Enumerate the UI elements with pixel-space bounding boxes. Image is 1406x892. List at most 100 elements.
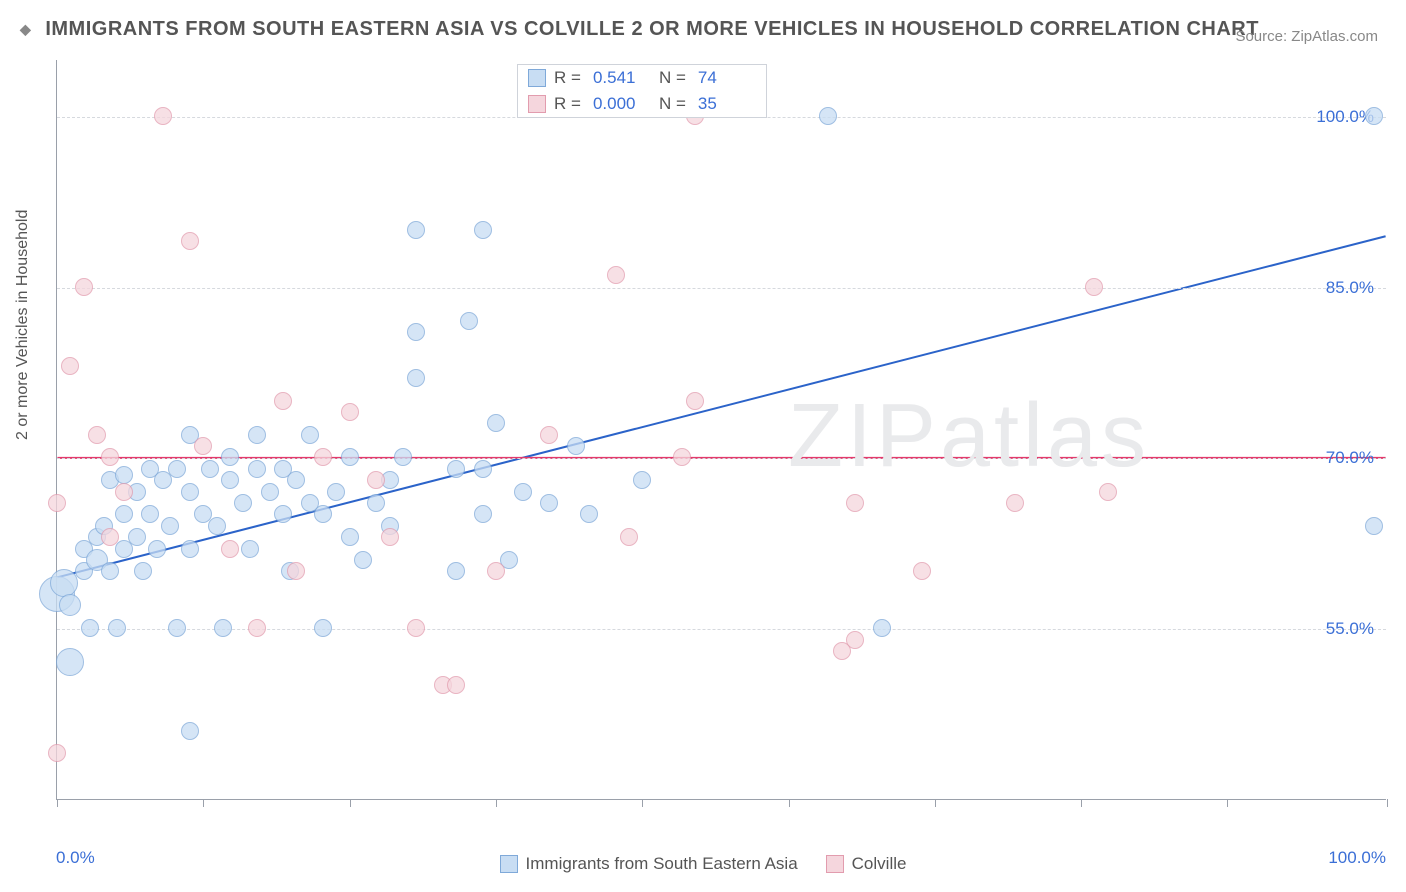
point-immigrants — [128, 528, 146, 546]
point-colville — [181, 232, 199, 250]
point-colville — [88, 426, 106, 444]
y-tick-label: 70.0% — [1326, 448, 1374, 468]
point-immigrants — [214, 619, 232, 637]
legend-swatch-icon — [826, 855, 844, 873]
point-colville — [846, 631, 864, 649]
x-tick — [935, 799, 936, 807]
point-immigrants — [248, 460, 266, 478]
point-colville — [274, 392, 292, 410]
point-colville — [221, 540, 239, 558]
point-immigrants — [248, 426, 266, 444]
point-immigrants — [819, 107, 837, 125]
point-immigrants — [181, 483, 199, 501]
legend-swatch-icon — [528, 69, 546, 87]
point-immigrants — [301, 426, 319, 444]
point-immigrants — [407, 369, 425, 387]
point-immigrants — [101, 562, 119, 580]
x-tick — [642, 799, 643, 807]
point-colville — [75, 278, 93, 296]
point-colville — [48, 494, 66, 512]
point-colville — [48, 744, 66, 762]
point-immigrants — [474, 505, 492, 523]
chart-title-text: IMMIGRANTS FROM SOUTH EASTERN ASIA VS CO… — [45, 18, 1259, 40]
x-tick — [789, 799, 790, 807]
point-immigrants — [148, 540, 166, 558]
x-tick — [203, 799, 204, 807]
series-legend-item-colville: Colville — [826, 854, 907, 874]
point-immigrants — [633, 471, 651, 489]
point-immigrants — [540, 494, 558, 512]
point-colville — [154, 107, 172, 125]
point-immigrants — [161, 517, 179, 535]
legend-row-immigrants: R =0.541N =74 — [518, 65, 766, 91]
legend-r-label: R = — [554, 94, 581, 114]
point-immigrants — [274, 505, 292, 523]
point-colville — [61, 357, 79, 375]
point-colville — [248, 619, 266, 637]
point-immigrants — [181, 540, 199, 558]
point-immigrants — [81, 619, 99, 637]
point-colville — [487, 562, 505, 580]
point-immigrants — [567, 437, 585, 455]
point-colville — [101, 448, 119, 466]
point-colville — [314, 448, 332, 466]
point-colville — [913, 562, 931, 580]
point-colville — [194, 437, 212, 455]
point-immigrants — [108, 619, 126, 637]
point-immigrants — [287, 471, 305, 489]
y-axis-label: 2 or more Vehicles in Household — [14, 210, 32, 440]
point-immigrants — [168, 619, 186, 637]
series-legend-item-immigrants: Immigrants from South Eastern Asia — [500, 854, 798, 874]
x-tick — [496, 799, 497, 807]
y-tick-label: 85.0% — [1326, 278, 1374, 298]
point-immigrants — [241, 540, 259, 558]
point-immigrants — [141, 505, 159, 523]
legend-r-value: 0.000 — [593, 94, 651, 114]
x-tick — [1387, 799, 1388, 807]
point-immigrants — [181, 722, 199, 740]
legend-row-colville: R = 0.000 N = 35 — [518, 91, 766, 117]
point-immigrants — [367, 494, 385, 512]
point-colville — [620, 528, 638, 546]
point-immigrants — [474, 460, 492, 478]
point-immigrants — [59, 594, 81, 616]
point-immigrants — [56, 648, 84, 676]
point-immigrants — [327, 483, 345, 501]
point-colville — [1099, 483, 1117, 501]
point-colville — [846, 494, 864, 512]
point-colville — [673, 448, 691, 466]
point-immigrants — [873, 619, 891, 637]
legend-n-label: N = — [659, 94, 686, 114]
point-immigrants — [341, 448, 359, 466]
legend-swatch-icon — [500, 855, 518, 873]
x-tick — [350, 799, 351, 807]
y-tick-label: 55.0% — [1326, 619, 1374, 639]
series-legend: Immigrants from South Eastern Asia Colvil… — [0, 854, 1406, 874]
point-immigrants — [168, 460, 186, 478]
point-immigrants — [201, 460, 219, 478]
point-immigrants — [447, 562, 465, 580]
point-immigrants — [407, 221, 425, 239]
point-immigrants — [394, 448, 412, 466]
point-immigrants — [115, 505, 133, 523]
series-legend-label: Immigrants from South Eastern Asia — [526, 854, 798, 874]
point-immigrants — [221, 448, 239, 466]
point-immigrants — [50, 569, 78, 597]
legend-n-label: N = — [659, 68, 686, 88]
point-colville — [381, 528, 399, 546]
point-colville — [1006, 494, 1024, 512]
chart-title: ◆ IMMIGRANTS FROM SOUTH EASTERN ASIA VS … — [20, 18, 1259, 41]
point-immigrants — [341, 528, 359, 546]
point-colville — [101, 528, 119, 546]
point-colville — [686, 392, 704, 410]
point-colville — [115, 483, 133, 501]
point-immigrants — [580, 505, 598, 523]
x-tick — [1081, 799, 1082, 807]
point-colville — [1085, 278, 1103, 296]
point-colville — [607, 266, 625, 284]
point-immigrants — [354, 551, 372, 569]
watermark: ZIPatlas — [788, 385, 1150, 488]
x-tick — [1227, 799, 1228, 807]
point-immigrants — [261, 483, 279, 501]
legend-n-value: 35 — [698, 94, 756, 114]
